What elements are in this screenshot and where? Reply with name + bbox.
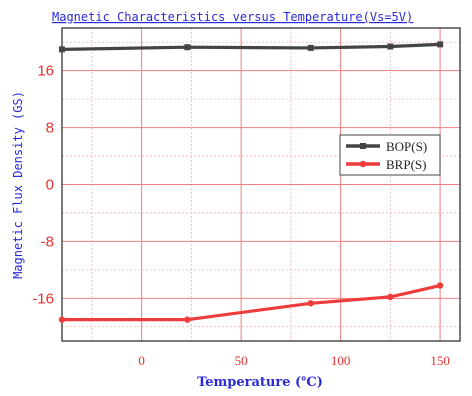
- series-line-2: [62, 283, 441, 322]
- series-point: [437, 41, 444, 48]
- y-axis-title: Magnetic Flux Density (GS): [11, 91, 25, 279]
- series-point: [184, 316, 191, 323]
- grid: [62, 28, 460, 341]
- series-point: [387, 293, 394, 301]
- series-point: [436, 282, 444, 289]
- y-tick-label: -8: [41, 233, 54, 250]
- x-axis-title: Temperature (℃): [197, 375, 323, 390]
- x-tick-labels: 0 50 100 150: [138, 353, 450, 368]
- series-line-1: [61, 42, 441, 51]
- y-tick-labels: 16 8 0 -8 -16: [32, 63, 54, 308]
- y-tick-label: 0: [46, 177, 54, 194]
- series-point: [307, 44, 314, 51]
- legend-box: [339, 134, 441, 176]
- series-point: [184, 44, 191, 51]
- y-tick-label: 8: [46, 120, 54, 137]
- series-point: [307, 300, 314, 307]
- x-tick-label: 50: [235, 353, 248, 368]
- legend: BOP(S) BRP(S): [339, 134, 441, 176]
- legend-label: BOP(S): [386, 139, 427, 154]
- y-tick-label: 16: [37, 63, 54, 80]
- series-point: [58, 316, 66, 323]
- legend-marker: [359, 160, 367, 168]
- plot-frame: [61, 27, 461, 342]
- series-point: [387, 43, 394, 50]
- legend-marker: [360, 143, 366, 149]
- series-point: [59, 46, 65, 53]
- chart-title: Magnetic Characteristics versus Temperat…: [52, 10, 413, 24]
- x-tick-label: 150: [430, 353, 450, 368]
- legend-label: BRP(S): [386, 157, 426, 172]
- x-tick-label: 100: [331, 353, 351, 368]
- series-group: [58, 41, 444, 323]
- y-tick-label: -16: [32, 290, 54, 307]
- x-tick-label: 0: [138, 353, 145, 368]
